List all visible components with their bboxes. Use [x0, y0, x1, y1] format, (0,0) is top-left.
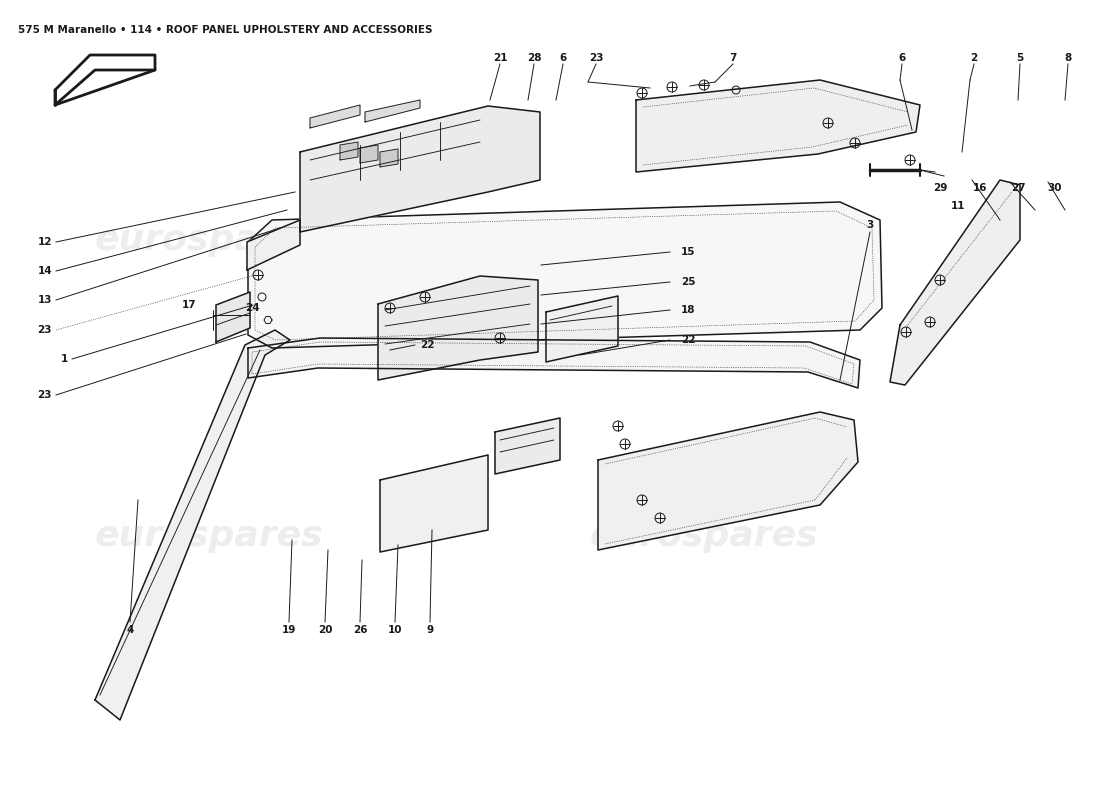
Text: 10: 10	[387, 625, 403, 635]
Text: 20: 20	[318, 625, 332, 635]
Polygon shape	[340, 142, 358, 160]
Polygon shape	[890, 180, 1020, 385]
Polygon shape	[95, 330, 290, 720]
Text: 28: 28	[527, 53, 541, 63]
Text: 7: 7	[729, 53, 737, 63]
Polygon shape	[55, 55, 155, 105]
Polygon shape	[379, 455, 488, 552]
Text: eurospares: eurospares	[95, 519, 323, 553]
Polygon shape	[248, 338, 860, 388]
Text: eurospares: eurospares	[95, 223, 323, 257]
Text: 22: 22	[681, 335, 695, 345]
Text: 6: 6	[899, 53, 905, 63]
Polygon shape	[300, 106, 540, 232]
Text: 17: 17	[182, 300, 196, 310]
Text: 23: 23	[37, 390, 52, 400]
Polygon shape	[310, 105, 360, 128]
Polygon shape	[636, 80, 920, 172]
Text: 25: 25	[681, 277, 695, 287]
Text: 21: 21	[493, 53, 507, 63]
Text: 23: 23	[37, 325, 52, 335]
Text: 9: 9	[427, 625, 433, 635]
Text: 1: 1	[60, 354, 68, 364]
Text: 29: 29	[933, 183, 947, 193]
Text: 23: 23	[588, 53, 603, 63]
Text: 14: 14	[37, 266, 52, 276]
Text: 11: 11	[950, 201, 966, 211]
Text: 30: 30	[1047, 183, 1063, 193]
Polygon shape	[248, 220, 300, 270]
Text: 27: 27	[1011, 183, 1025, 193]
Text: 16: 16	[972, 183, 988, 193]
Text: 18: 18	[681, 305, 695, 315]
Text: 13: 13	[37, 295, 52, 305]
Text: 4: 4	[126, 625, 134, 635]
Polygon shape	[360, 145, 378, 163]
Text: 19: 19	[282, 625, 296, 635]
Text: 8: 8	[1065, 53, 1071, 63]
Text: eurospares: eurospares	[590, 519, 818, 553]
Polygon shape	[216, 292, 250, 342]
Text: 5: 5	[1016, 53, 1024, 63]
Text: 24: 24	[245, 303, 260, 313]
Polygon shape	[495, 418, 560, 474]
Polygon shape	[598, 412, 858, 550]
Text: eurospares: eurospares	[590, 223, 818, 257]
Text: 6: 6	[560, 53, 566, 63]
Polygon shape	[248, 202, 882, 348]
Polygon shape	[378, 276, 538, 380]
Polygon shape	[546, 296, 618, 362]
Text: 3: 3	[867, 220, 873, 230]
Polygon shape	[365, 100, 420, 122]
Text: 575 M Maranello • 114 • ROOF PANEL UPHOLSTERY AND ACCESSORIES: 575 M Maranello • 114 • ROOF PANEL UPHOL…	[18, 25, 432, 35]
Text: 15: 15	[681, 247, 695, 257]
Text: 2: 2	[970, 53, 978, 63]
Polygon shape	[379, 149, 398, 167]
Text: 26: 26	[353, 625, 367, 635]
Text: 22: 22	[420, 340, 434, 350]
Text: 12: 12	[37, 237, 52, 247]
